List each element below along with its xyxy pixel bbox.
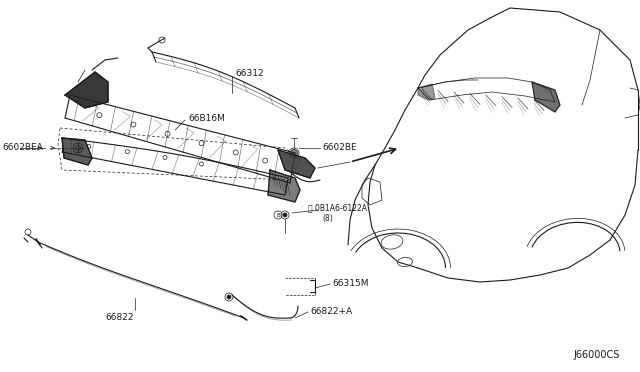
Text: (8): (8) <box>322 214 333 222</box>
Text: 66312: 66312 <box>235 68 264 77</box>
Polygon shape <box>278 150 315 178</box>
Circle shape <box>227 295 231 299</box>
Text: 66822+A: 66822+A <box>310 307 352 315</box>
Polygon shape <box>62 138 92 165</box>
Polygon shape <box>532 82 560 112</box>
Text: B: B <box>276 212 280 218</box>
Circle shape <box>283 213 287 217</box>
Polygon shape <box>418 84 435 100</box>
Text: 66822: 66822 <box>105 314 134 323</box>
Text: J66000CS: J66000CS <box>573 350 620 360</box>
Polygon shape <box>65 72 108 108</box>
Polygon shape <box>268 170 300 202</box>
Text: Ⓑ 0B1A6-6122A: Ⓑ 0B1A6-6122A <box>308 203 367 212</box>
Text: 66315M: 66315M <box>332 279 369 288</box>
Text: 6602BEA: 6602BEA <box>2 142 43 151</box>
Circle shape <box>291 150 298 157</box>
Text: 6602BE: 6602BE <box>322 142 356 151</box>
Text: 66B16M: 66B16M <box>188 113 225 122</box>
